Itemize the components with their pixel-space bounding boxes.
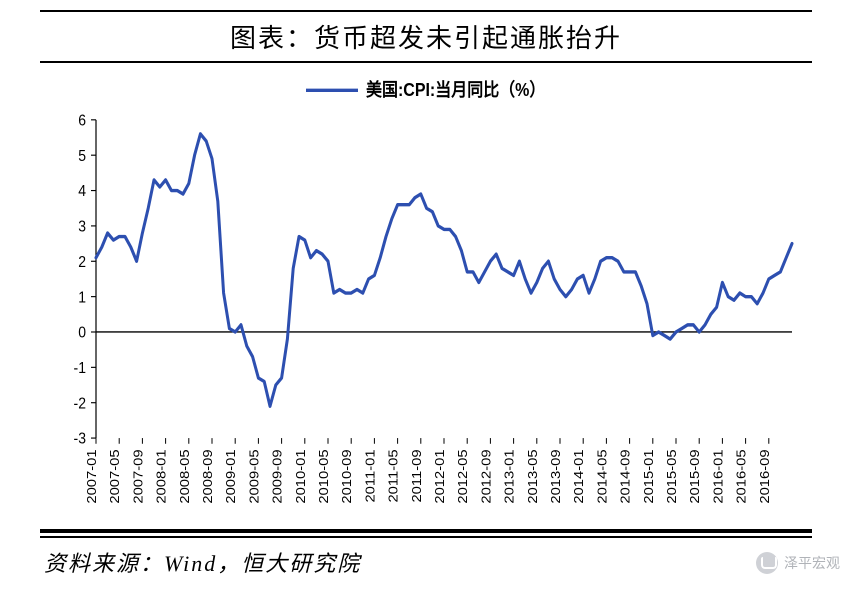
svg-text:2009-05: 2009-05 xyxy=(246,449,261,503)
svg-text:2015-09: 2015-09 xyxy=(687,449,702,503)
chart-area: 美国:CPI:当月同比（%） -3 -2 -1 0 1 2 3 4 5 6 2007-01 2007-0… xyxy=(40,63,812,529)
svg-text:-1: -1 xyxy=(74,359,86,377)
svg-text:5: 5 xyxy=(78,147,86,165)
svg-text:2014-09: 2014-09 xyxy=(617,449,632,503)
svg-text:2007-05: 2007-05 xyxy=(107,449,122,503)
svg-text:2007-01: 2007-01 xyxy=(84,449,99,503)
svg-text:6: 6 xyxy=(78,112,86,130)
svg-text:2013-01: 2013-01 xyxy=(501,449,516,503)
svg-text:0: 0 xyxy=(78,324,86,342)
svg-text:2009-01: 2009-01 xyxy=(223,449,238,503)
svg-text:2013-05: 2013-05 xyxy=(525,449,540,503)
svg-text:2015-05: 2015-05 xyxy=(664,449,679,503)
svg-text:2016-01: 2016-01 xyxy=(710,449,725,503)
svg-text:-2: -2 xyxy=(74,395,86,413)
svg-text:2008-01: 2008-01 xyxy=(153,449,168,503)
svg-text:2012-01: 2012-01 xyxy=(432,449,447,503)
svg-text:4: 4 xyxy=(78,182,86,200)
source-text: 资料来源：Wind，恒大研究院 xyxy=(40,538,812,578)
wechat-icon xyxy=(756,552,778,574)
figure-container: 图表：货币超发未引起通胀抬升 美国:CPI:当月同比（%） -3 -2 -1 0 1 2 3 4… xyxy=(0,0,852,598)
svg-text:3: 3 xyxy=(78,218,86,236)
svg-text:2010-09: 2010-09 xyxy=(339,449,354,503)
svg-text:2014-01: 2014-01 xyxy=(571,449,586,503)
svg-text:1: 1 xyxy=(78,289,86,307)
svg-text:2009-09: 2009-09 xyxy=(269,449,284,503)
svg-text:2011-05: 2011-05 xyxy=(385,449,400,502)
svg-text:2016-05: 2016-05 xyxy=(733,449,748,503)
line-chart: 美国:CPI:当月同比（%） -3 -2 -1 0 1 2 3 4 5 6 2007-01 2007-0… xyxy=(40,63,812,529)
svg-text:-3: -3 xyxy=(74,430,86,448)
svg-text:2008-05: 2008-05 xyxy=(177,449,192,503)
svg-text:2: 2 xyxy=(78,253,86,271)
svg-text:2016-09: 2016-09 xyxy=(757,449,772,503)
svg-text:2010-01: 2010-01 xyxy=(293,449,308,503)
watermark-text: 泽平宏观 xyxy=(784,553,840,573)
watermark: 泽平宏观 xyxy=(756,552,840,574)
svg-text:2012-09: 2012-09 xyxy=(478,449,493,503)
svg-text:2013-09: 2013-09 xyxy=(548,449,563,503)
svg-text:2008-09: 2008-09 xyxy=(200,449,215,503)
svg-text:2010-05: 2010-05 xyxy=(316,449,331,503)
svg-text:2014-05: 2014-05 xyxy=(594,449,609,503)
svg-text:2012-05: 2012-05 xyxy=(455,449,470,503)
svg-text:美国:CPI:当月同比（%）: 美国:CPI:当月同比（%） xyxy=(366,79,545,100)
source-rule-top xyxy=(40,529,812,533)
svg-text:2007-09: 2007-09 xyxy=(130,449,145,503)
svg-text:2011-09: 2011-09 xyxy=(409,449,424,502)
svg-text:2011-01: 2011-01 xyxy=(362,449,377,502)
svg-text:2015-01: 2015-01 xyxy=(641,449,656,503)
chart-title: 图表：货币超发未引起通胀抬升 xyxy=(40,12,812,61)
